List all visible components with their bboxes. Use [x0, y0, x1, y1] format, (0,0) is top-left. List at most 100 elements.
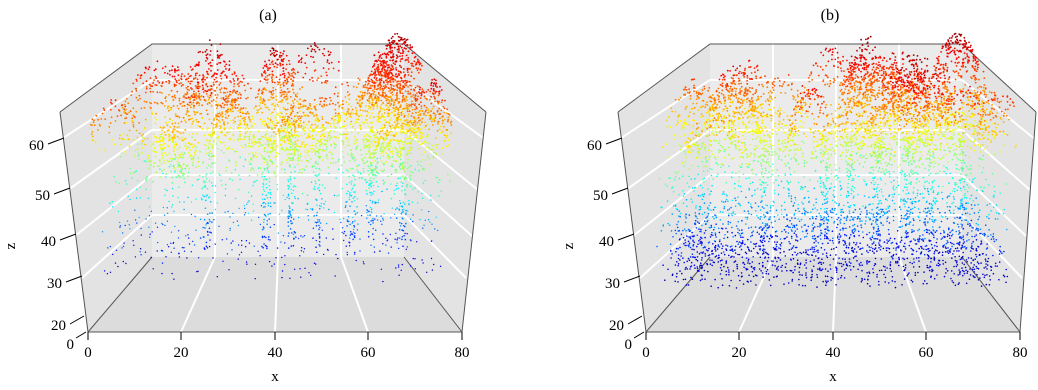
point — [325, 104, 328, 107]
point — [195, 97, 198, 100]
point — [391, 134, 393, 137]
point — [237, 97, 240, 99]
point — [268, 165, 270, 168]
point — [395, 133, 398, 135]
point — [234, 197, 237, 200]
point — [388, 122, 391, 125]
point — [396, 89, 398, 91]
point — [286, 108, 289, 111]
point — [258, 138, 261, 140]
point — [420, 107, 423, 110]
point — [194, 216, 197, 218]
point — [372, 105, 375, 108]
point — [148, 236, 151, 238]
point — [355, 121, 358, 123]
point — [139, 197, 142, 199]
point — [290, 75, 292, 77]
point — [406, 246, 408, 248]
point — [215, 115, 218, 118]
point — [370, 172, 372, 174]
point — [247, 145, 250, 147]
point — [124, 103, 126, 106]
point — [193, 244, 196, 246]
point — [393, 193, 396, 195]
point — [320, 139, 323, 141]
point — [353, 226, 356, 228]
point — [115, 249, 118, 251]
point — [292, 79, 295, 82]
point — [395, 106, 398, 109]
point — [321, 118, 324, 120]
point — [176, 130, 179, 133]
point — [161, 152, 163, 155]
point — [268, 177, 271, 180]
point — [414, 86, 417, 89]
point — [361, 121, 363, 124]
point — [223, 121, 225, 123]
point — [863, 136, 865, 139]
point — [421, 64, 423, 67]
panel-b-floor-pane — [646, 257, 1020, 332]
point — [355, 141, 358, 144]
point — [333, 143, 336, 146]
point — [724, 105, 727, 107]
point — [196, 133, 199, 135]
point — [363, 141, 365, 144]
point — [376, 171, 378, 174]
point — [353, 199, 356, 202]
point — [308, 144, 311, 147]
point — [111, 200, 114, 203]
point — [740, 85, 743, 88]
point — [321, 159, 324, 161]
point — [319, 144, 321, 147]
point — [286, 196, 288, 199]
point — [401, 55, 404, 57]
point — [321, 81, 323, 84]
point — [372, 233, 374, 235]
point — [816, 103, 819, 106]
point — [369, 223, 372, 226]
point — [871, 91, 874, 94]
point — [394, 169, 397, 171]
point — [232, 240, 234, 242]
point — [162, 81, 164, 84]
point — [395, 108, 398, 110]
point — [213, 155, 216, 158]
point — [183, 250, 186, 252]
point — [294, 73, 297, 75]
point — [351, 180, 353, 183]
point — [417, 95, 419, 98]
point — [417, 191, 419, 193]
point — [246, 124, 249, 127]
point — [385, 134, 388, 136]
point — [354, 159, 356, 162]
point — [403, 208, 405, 210]
point — [423, 112, 425, 115]
point — [152, 141, 155, 143]
point — [218, 84, 221, 86]
point — [326, 74, 328, 77]
point — [144, 143, 147, 146]
point — [187, 80, 190, 83]
point — [264, 244, 267, 247]
point — [393, 139, 395, 141]
point — [383, 119, 386, 121]
point — [123, 242, 125, 244]
point — [341, 100, 344, 102]
point — [218, 57, 221, 59]
point — [389, 140, 392, 143]
panel-b-grid-line — [625, 129, 711, 191]
point — [245, 246, 247, 248]
point — [184, 96, 187, 99]
point — [838, 130, 841, 133]
point — [320, 130, 323, 133]
point — [304, 149, 307, 151]
point — [264, 106, 267, 108]
point — [328, 172, 330, 175]
point — [369, 214, 371, 216]
point — [325, 148, 328, 151]
point — [226, 91, 229, 94]
point — [293, 150, 296, 153]
point — [412, 127, 414, 130]
point — [124, 179, 127, 182]
